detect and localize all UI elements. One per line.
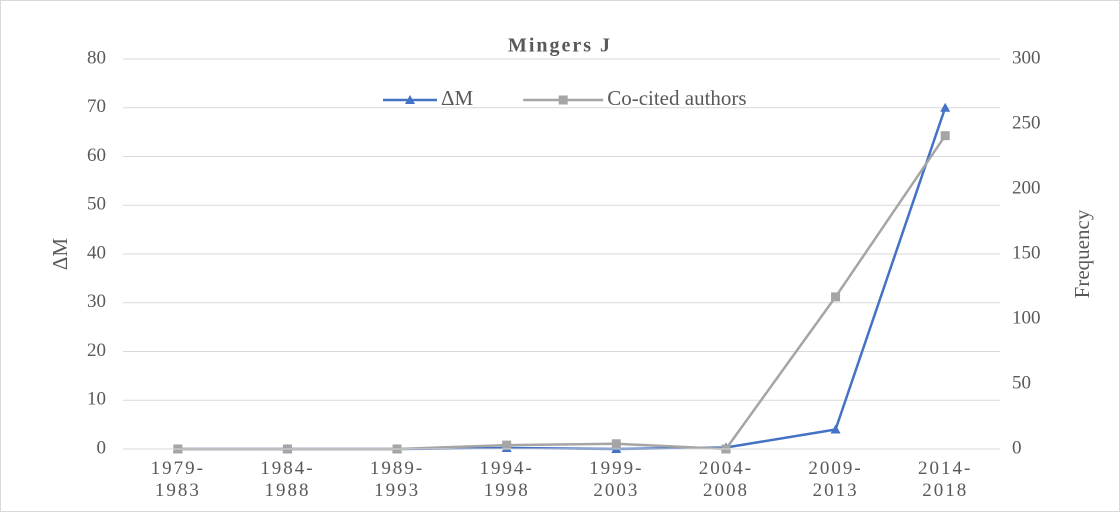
legend-label: ΔM [441, 86, 474, 110]
data-point [940, 131, 950, 141]
x-tick-label: 1984-1988 [260, 458, 314, 501]
x-tick-label: 1994-1998 [480, 458, 534, 501]
y-axis-label: ΔM [48, 238, 72, 271]
y-tick-label: 60 [87, 145, 106, 166]
y-tick-label: 20 [87, 340, 106, 361]
chart-title: Mingers J [508, 35, 612, 57]
legend-marker [405, 95, 415, 104]
x-tick-label: 2009-2013 [808, 458, 862, 501]
data-point [831, 292, 841, 302]
x-tick-label: 1999-2003 [589, 458, 643, 501]
data-point [940, 102, 951, 112]
y-tick-label: 70 [87, 96, 106, 117]
data-point [502, 440, 512, 450]
y-tick-label: 80 [87, 47, 106, 68]
legend-marker [558, 95, 568, 105]
y2-tick-label: 200 [1012, 177, 1041, 198]
y-tick-label: 0 [97, 437, 107, 458]
x-tick-label: 1979-1983 [151, 458, 205, 501]
y-tick-label: 10 [87, 389, 106, 410]
x-tick-label: 2004-2008 [699, 458, 753, 501]
legend-label: Co-cited authors [607, 86, 746, 110]
y2-tick-label: 0 [1012, 437, 1022, 458]
y-tick-label: 30 [87, 291, 106, 312]
y2-tick-label: 300 [1012, 47, 1041, 68]
x-tick-label: 1989-1993 [370, 458, 424, 501]
y2-tick-label: 250 [1012, 112, 1041, 133]
y2-tick-label: 100 [1012, 307, 1041, 328]
y-tick-label: 50 [87, 194, 106, 215]
y2-tick-label: 150 [1012, 242, 1041, 263]
data-point [611, 439, 621, 449]
data-point [830, 424, 841, 434]
y2-tick-label: 50 [1012, 372, 1031, 393]
y-tick-label: 40 [87, 242, 106, 263]
x-tick-label: 2014-2018 [918, 458, 972, 501]
y2-axis-label: Frequency [1070, 209, 1094, 298]
